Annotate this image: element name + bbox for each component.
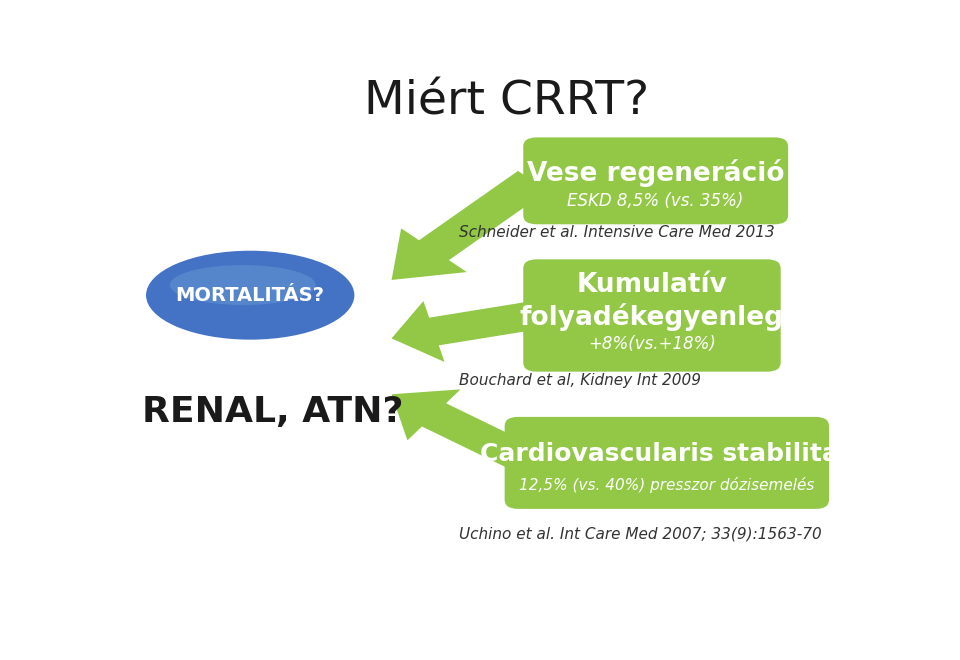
Polygon shape: [392, 301, 538, 362]
Text: +8%(vs.+18%): +8%(vs.+18%): [588, 335, 716, 352]
Text: Bouchard et al, Kidney Int 2009: Bouchard et al, Kidney Int 2009: [459, 372, 701, 387]
FancyBboxPatch shape: [523, 137, 788, 224]
Text: Cardiovascularis stabilitás: Cardiovascularis stabilitás: [480, 442, 853, 466]
Ellipse shape: [170, 265, 316, 305]
Text: Miért CRRT?: Miért CRRT?: [364, 80, 650, 125]
Text: 12,5% (vs. 40%) presszor dózisemelés: 12,5% (vs. 40%) presszor dózisemelés: [519, 477, 814, 493]
Text: Vese regeneráció: Vese regeneráció: [527, 158, 784, 187]
Text: MORTALITÁS?: MORTALITÁS?: [176, 286, 324, 305]
Text: RENAL, ATN?: RENAL, ATN?: [142, 395, 404, 429]
Polygon shape: [392, 171, 548, 280]
FancyBboxPatch shape: [505, 417, 829, 509]
FancyBboxPatch shape: [523, 259, 780, 372]
Text: Uchino et al. Int Care Med 2007; 33(9):1563-70: Uchino et al. Int Care Med 2007; 33(9):1…: [459, 527, 821, 542]
Polygon shape: [392, 389, 545, 475]
Text: ESKD 8,5% (vs. 35%): ESKD 8,5% (vs. 35%): [567, 193, 744, 211]
Text: Schneider et al. Intensive Care Med 2013: Schneider et al. Intensive Care Med 2013: [459, 225, 775, 240]
Text: Kumulatív
folyadékegyenleg: Kumulatív folyadékegyenleg: [520, 272, 784, 331]
Ellipse shape: [146, 251, 354, 340]
